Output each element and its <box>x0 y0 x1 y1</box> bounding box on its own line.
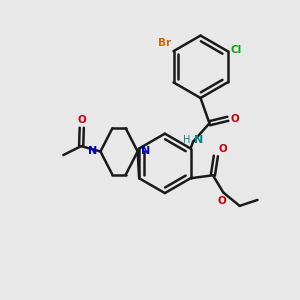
Text: O: O <box>231 114 240 124</box>
Text: N: N <box>194 135 203 145</box>
Text: O: O <box>219 145 228 154</box>
Text: N: N <box>141 146 150 157</box>
Text: O: O <box>77 115 86 125</box>
Text: O: O <box>218 196 226 206</box>
Text: Br: Br <box>158 38 171 48</box>
Text: N: N <box>88 146 98 157</box>
Text: H: H <box>183 135 190 145</box>
Text: Cl: Cl <box>230 45 242 55</box>
